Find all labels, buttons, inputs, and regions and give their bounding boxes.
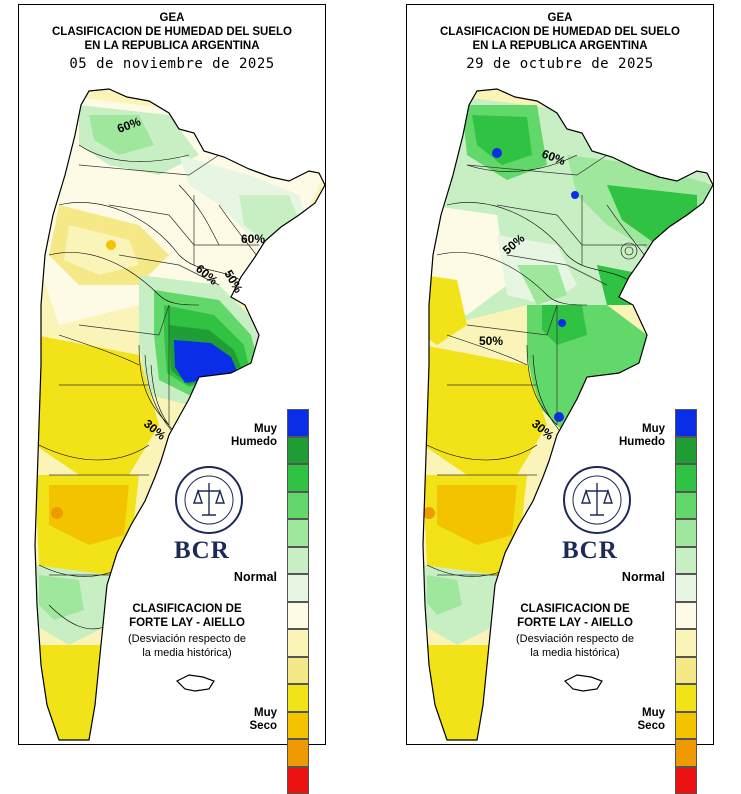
bcr-seal-icon bbox=[562, 465, 632, 535]
legend-swatch-11 bbox=[287, 712, 309, 740]
legend-swatch-6 bbox=[287, 574, 309, 602]
legend-swatch-11 bbox=[675, 712, 697, 740]
legend-swatch-10 bbox=[675, 684, 697, 712]
bcr-logo-text: BCR bbox=[174, 537, 230, 565]
bcr-seal-icon bbox=[174, 465, 244, 535]
legend-label-normal: Normal bbox=[622, 571, 665, 584]
legend-swatch-3 bbox=[675, 492, 697, 520]
legend-swatch-9 bbox=[675, 657, 697, 685]
bcr-logo-text: BCR bbox=[562, 537, 618, 565]
legend-swatch-2 bbox=[287, 464, 309, 492]
method-line1: CLASIFICACION DE bbox=[115, 603, 259, 616]
method-line1: CLASIFICACION DE bbox=[503, 603, 647, 616]
map-panel-previous: GEA CLASIFICACION DE HUMEDAD DEL SUELO E… bbox=[406, 4, 714, 745]
legend-swatch-4 bbox=[287, 519, 309, 547]
legend-swatch-8 bbox=[675, 629, 697, 657]
legend-swatch-8 bbox=[287, 629, 309, 657]
legend-swatch-5 bbox=[675, 547, 697, 575]
legend-swatch-9 bbox=[287, 657, 309, 685]
legend-swatch-4 bbox=[675, 519, 697, 547]
method-line3: (Desviación respecto de bbox=[503, 633, 647, 646]
legend-swatch-2 bbox=[675, 464, 697, 492]
malvinas-islands bbox=[565, 675, 602, 691]
legend-swatch-1 bbox=[287, 437, 309, 465]
legend-swatch-0 bbox=[287, 409, 309, 437]
legend-swatch-7 bbox=[675, 602, 697, 630]
malvinas-islands bbox=[177, 675, 214, 691]
method-line3: (Desviación respecto de bbox=[115, 633, 259, 646]
map-panel-current: GEA CLASIFICACION DE HUMEDAD DEL SUELO E… bbox=[18, 4, 326, 745]
legend-swatch-13 bbox=[287, 767, 309, 794]
legend-swatch-3 bbox=[287, 492, 309, 520]
legend-swatch-10 bbox=[287, 684, 309, 712]
color-legend bbox=[675, 409, 697, 794]
legend-swatch-12 bbox=[287, 739, 309, 767]
legend-swatch-0 bbox=[675, 409, 697, 437]
color-legend bbox=[287, 409, 309, 794]
legend-swatch-1 bbox=[675, 437, 697, 465]
isoline-label: 50% bbox=[479, 334, 503, 348]
method-line4: la media histórica) bbox=[503, 647, 647, 660]
legend-swatch-12 bbox=[675, 739, 697, 767]
method-line2: FORTE LAY - AIELLO bbox=[503, 617, 647, 630]
isoline-label: 60% bbox=[241, 232, 265, 246]
legend-swatch-7 bbox=[287, 602, 309, 630]
legend-label-normal: Normal bbox=[234, 571, 277, 584]
method-line4: la media histórica) bbox=[115, 647, 259, 660]
legend-swatch-13 bbox=[675, 767, 697, 794]
legend-swatch-6 bbox=[675, 574, 697, 602]
legend-swatch-5 bbox=[287, 547, 309, 575]
method-line2: FORTE LAY - AIELLO bbox=[115, 617, 259, 630]
